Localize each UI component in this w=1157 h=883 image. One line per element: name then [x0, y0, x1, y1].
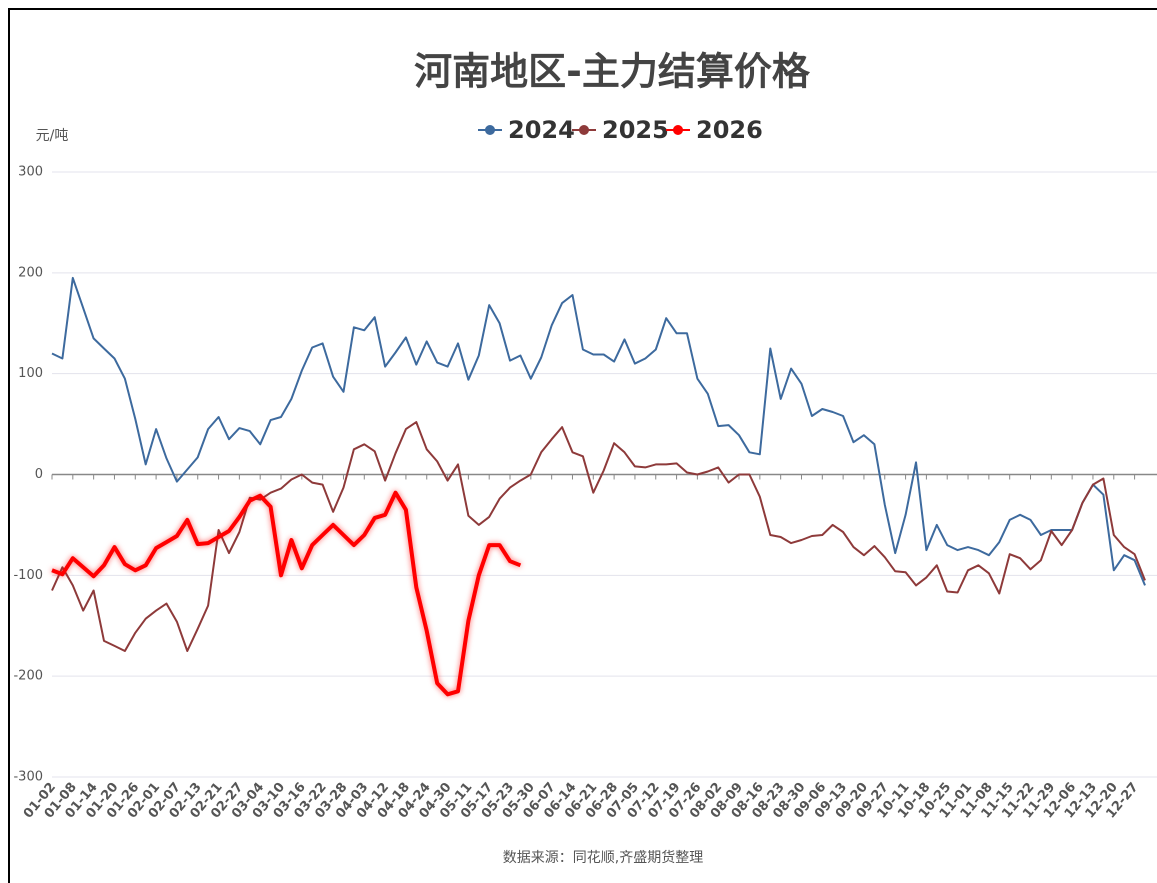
legend-marker	[485, 125, 495, 135]
legend-label: 2026	[696, 116, 763, 144]
legend-marker	[673, 125, 683, 135]
y-tick-label: -100	[13, 568, 43, 583]
y-tick-label: 300	[18, 165, 43, 180]
legend-label: 2025	[602, 116, 669, 144]
series-line	[51, 490, 522, 697]
frame	[8, 8, 1157, 883]
y-tick-label: 200	[18, 265, 43, 280]
y-tick-label: -300	[13, 770, 43, 785]
legend-marker	[579, 125, 589, 135]
y-axis-label: 元/吨	[36, 128, 69, 144]
series-line	[51, 276, 1146, 586]
series-line	[51, 421, 1146, 652]
legend-label: 2024	[508, 116, 575, 144]
chart-title: 河南地区-主力结算价格	[414, 50, 811, 94]
legend: 2024 2025 2026	[478, 116, 763, 144]
source-note: 数据来源：同花顺,齐盛期货整理	[503, 849, 703, 866]
y-tick-label: 0	[35, 467, 43, 482]
y-tick-label: 100	[18, 366, 43, 381]
y-tick-label: -200	[13, 669, 43, 684]
